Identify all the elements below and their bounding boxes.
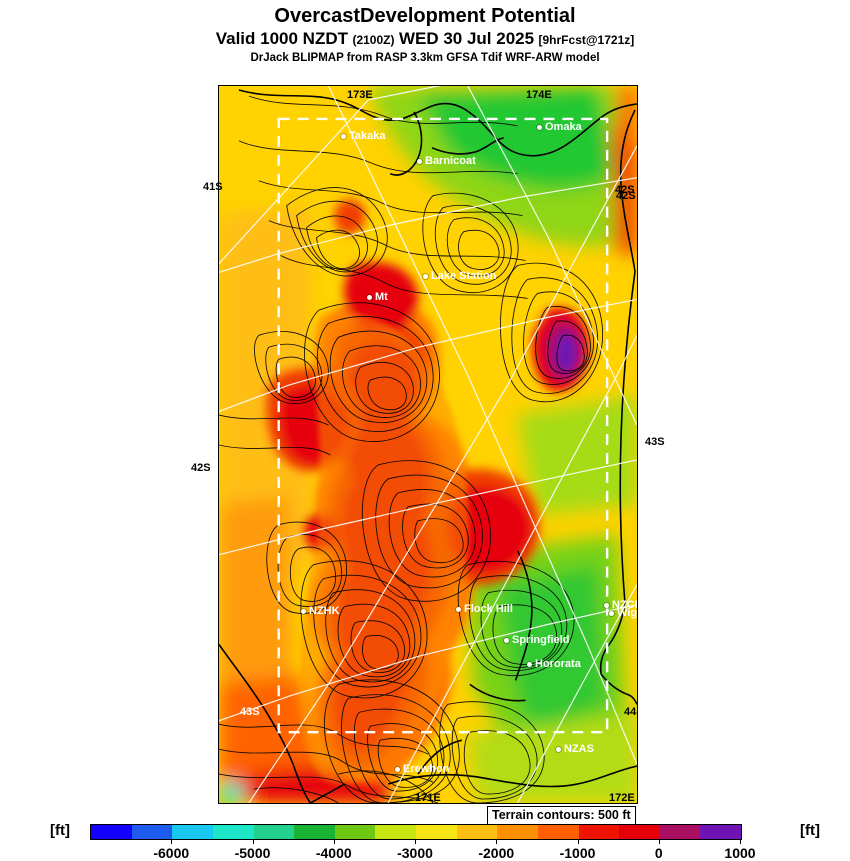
page-title: OvercastDevelopment Potential — [274, 5, 576, 27]
colorbar-tick-mark — [333, 839, 335, 844]
colorbar-tick-label: -3000 — [397, 845, 433, 861]
colorbar-swatch — [537, 825, 579, 839]
colorbar-tick-label: -4000 — [315, 845, 352, 861]
colorbar-tick-label: -2000 — [478, 845, 515, 861]
colorbar-tick-mark — [415, 839, 416, 844]
colorbar-swatch — [212, 825, 254, 839]
valid-time-prefix: Valid 1000 NZDT — [215, 29, 348, 48]
colorbar-swatch — [497, 825, 538, 839]
station-dot — [527, 662, 532, 667]
station-dot — [604, 603, 609, 608]
colorbar-tick-mark — [740, 839, 741, 844]
colorbar-tick-mark — [252, 839, 254, 844]
colorbar-tick-label: 0 — [654, 845, 663, 861]
colorbar-swatch — [700, 825, 741, 839]
colorbar-swatch — [375, 825, 416, 839]
station-dot — [395, 767, 400, 772]
station-dot — [609, 611, 614, 616]
station-dot — [556, 747, 561, 752]
outside-graticule-label: 41S — [203, 181, 223, 193]
colorbar-unit-right: [ft] — [800, 822, 820, 839]
colorbar-tick-label: 1000 — [724, 845, 756, 861]
colorbar-tick-mark — [658, 839, 660, 844]
colorbar-swatch — [131, 825, 173, 839]
valid-time-utc: (2100Z) — [352, 33, 395, 47]
valid-date: WED 30 Jul 2025 — [398, 29, 535, 48]
station-dot — [417, 159, 422, 164]
colorbar-swatch — [334, 825, 376, 839]
forecast-map[interactable]: Takaka Barnicoat Omaka Lake Station Mt NZHK Fl… — [218, 85, 638, 804]
station-dot — [537, 125, 542, 130]
colorbar-swatches[interactable] — [90, 824, 742, 840]
station-dot — [423, 274, 428, 279]
outside-graticule-label: 42S — [191, 462, 211, 474]
colorbar-swatch — [416, 825, 457, 839]
forecast-tag: [9hrFcst@1721z] — [538, 33, 635, 47]
station-dot — [456, 607, 461, 612]
colorbar-tick-label: -6000 — [153, 845, 190, 861]
colorbar-tick-label: -1000 — [559, 845, 596, 861]
colorbar-swatch — [253, 825, 295, 839]
colorbar-tick-label: -5000 — [234, 845, 271, 861]
valid-time-line: Valid 1000 NZDT (2100Z) WED 30 Jul 2025 … — [0, 28, 850, 51]
colorbar-tick-mark — [577, 839, 579, 844]
colorbar-swatch — [578, 825, 620, 839]
colorbar-tick-mark — [171, 839, 173, 844]
outside-graticule-label: 43S — [645, 436, 665, 448]
colorbar-swatch — [91, 825, 132, 839]
colorbar: [ft] -6000 -5000 -4000 -3000 -2000 -1000 0 1000… — [0, 822, 850, 861]
station-dot — [341, 134, 346, 139]
colorbar-swatch — [456, 825, 498, 839]
station-dot — [367, 295, 372, 300]
station-dot — [504, 638, 509, 643]
terrain-contour-note: Terrain contours: 500 ft — [487, 806, 636, 825]
model-source-line: DrJack BLIPMAP from RASP 3.3km GFSA Tdif… — [250, 52, 600, 64]
colorbar-swatch — [294, 825, 335, 839]
colorbar-swatch — [659, 825, 701, 839]
colorbar-tick-mark — [496, 839, 498, 844]
outside-graticule-label: 42S — [616, 190, 636, 202]
colorbar-unit-left: [ft] — [50, 822, 70, 839]
map-raster — [219, 86, 637, 803]
colorbar-swatch — [172, 825, 213, 839]
title-block: OvercastDevelopment Potential Valid 1000… — [0, 0, 850, 66]
station-dot — [301, 609, 306, 614]
colorbar-ticks: -6000 -5000 -4000 -3000 -2000 -1000 0 1000 — [90, 839, 756, 861]
colorbar-swatch — [619, 825, 660, 839]
